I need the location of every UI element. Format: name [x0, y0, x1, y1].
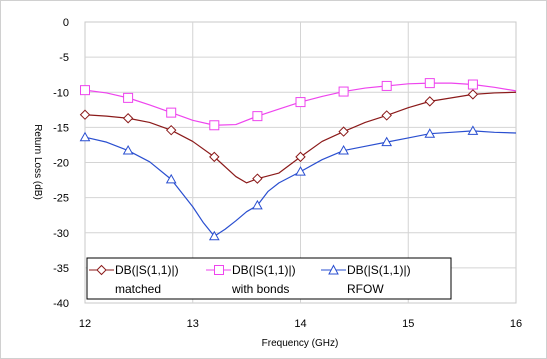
series-rfow-point — [295, 166, 306, 176]
series-with-bonds-point — [295, 97, 306, 108]
series-with-bonds-point — [123, 92, 134, 103]
legend-label-rfow-line1: DB(|S(1,1)|) — [347, 263, 411, 277]
series-with-bonds-point — [338, 86, 349, 97]
series-matched-point — [252, 173, 263, 184]
series-matched-line — [84, 91, 517, 184]
series-with-bonds-point — [209, 120, 220, 131]
series-matched-point — [295, 151, 306, 163]
x-axis-title: Frequency (GHz) — [262, 338, 339, 349]
series-rfow-point — [208, 230, 220, 241]
y-tick-label: -35 — [53, 263, 69, 275]
series-matched — [79, 89, 517, 184]
series-rfow-point — [467, 125, 479, 135]
y-tick-label: -10 — [53, 87, 69, 99]
series-with-bonds-point — [381, 80, 392, 91]
legend-item-rfow: DB(|S(1,1)|) RFOW — [321, 263, 411, 296]
x-tick-label: 15 — [402, 318, 414, 330]
x-tick-label: 14 — [294, 318, 306, 330]
series-matched-point — [338, 126, 349, 137]
series-with-bonds-point — [424, 78, 435, 89]
legend: DB(|S(1,1)|) matched DB(|S(1,1)|) with b… — [86, 257, 452, 300]
series-with-bonds-point — [80, 85, 90, 96]
series-rfow — [79, 125, 517, 241]
series-rfow-point — [122, 145, 134, 155]
series-with-bonds-point — [252, 111, 263, 122]
legend-label-rfow-line2: RFOW — [347, 282, 384, 296]
legend-label-matched-line1: DB(|S(1,1)|) — [115, 263, 179, 277]
series-matched-point — [209, 151, 220, 163]
series-rfow-point — [338, 145, 349, 155]
y-tick-label: -40 — [53, 298, 69, 310]
y-tick-label: -30 — [53, 228, 69, 240]
x-tick-label: 16 — [510, 318, 522, 330]
series-matched-point — [381, 110, 392, 121]
legend-item-matched: DB(|S(1,1)|) matched — [89, 263, 179, 296]
legend-label-with-bonds-line1: DB(|S(1,1)|) — [232, 263, 296, 277]
series-with-bonds-point — [467, 79, 478, 90]
y-tick-label: -25 — [53, 193, 69, 205]
y-tick-label: -15 — [53, 122, 69, 134]
legend-marker-diamond — [96, 264, 107, 276]
series-layer — [79, 78, 517, 241]
y-axis-title: Return Loss (dB) — [32, 124, 43, 200]
series-with-bonds-point — [166, 107, 177, 118]
series-matched-point — [424, 96, 436, 107]
series-with-bonds — [80, 78, 517, 131]
y-tick-label: -20 — [53, 158, 69, 170]
series-rfow-point — [381, 136, 393, 147]
legend-label-with-bonds-line2: with bonds — [231, 282, 289, 296]
legend-label-matched-line2: matched — [115, 282, 161, 296]
series-matched-point — [165, 124, 177, 136]
series-rfow-point — [252, 199, 263, 210]
tick-labels: 12 13 14 15 16 0 -5 -10 -15 -20 -25 -30 -35 -40 — [53, 17, 522, 330]
x-tick-label: 13 — [187, 318, 199, 330]
y-tick-label: 0 — [63, 17, 69, 29]
series-rfow-point — [165, 173, 177, 184]
series-matched-point — [467, 89, 479, 100]
legend-marker-triangle — [328, 264, 339, 275]
legend-item-with-bonds: DB(|S(1,1)|) with bonds — [206, 263, 296, 296]
x-tick-label: 12 — [79, 318, 91, 330]
legend-box — [86, 257, 452, 300]
series-matched-point — [79, 109, 91, 120]
legend-marker-square — [214, 265, 224, 275]
series-matched-point — [122, 113, 134, 124]
y-tick-label: -5 — [59, 52, 69, 64]
series-rfow-point — [79, 131, 91, 142]
series-rfow-point — [424, 128, 436, 138]
